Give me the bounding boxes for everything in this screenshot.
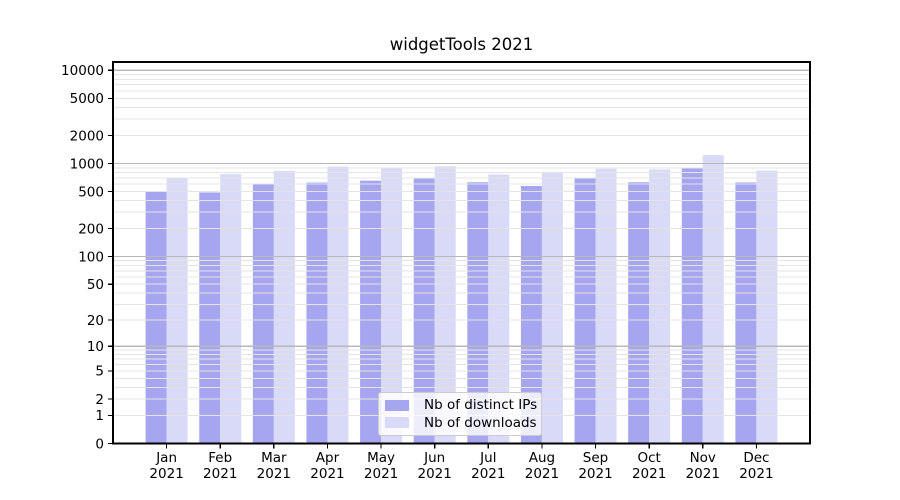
y-tick-label-200: 200 [78, 221, 104, 237]
bar-nov-distinct-ips [681, 167, 703, 444]
legend-label-downloads: Nb of downloads [424, 414, 537, 431]
bar-mar-downloads [273, 170, 295, 444]
x-tick-label-jul: Jul 2021 [471, 450, 505, 482]
y-tick-label-1000: 1000 [70, 156, 104, 172]
x-tick-label-nov: Nov 2021 [686, 450, 720, 482]
x-tick-label-dec: Dec 2021 [739, 450, 773, 482]
y-tick-label-2: 2 [95, 392, 104, 408]
bar-mar-distinct-ips [252, 184, 274, 444]
legend: Nb of distinct IPs Nb of downloads [378, 392, 542, 436]
y-tick-label-10: 10 [87, 339, 104, 355]
bar-oct-downloads [649, 169, 671, 444]
bar-jan-downloads [166, 177, 188, 444]
bar-aug-distinct-ips [520, 185, 542, 444]
bar-sep-distinct-ips [574, 178, 596, 444]
y-tick-label-10000: 10000 [61, 63, 104, 79]
legend-label-distinct-ips: Nb of distinct IPs [424, 397, 538, 414]
y-tick-label-5: 5 [95, 364, 104, 380]
bar-may-downloads [381, 168, 403, 444]
bar-feb-downloads [220, 174, 242, 444]
y-tick-label-0: 0 [95, 436, 104, 452]
axes-layer: 0 12 5 10 20 50 100 200 500 1000 2000 5000 10000 Jan 2… [61, 61, 811, 482]
bar-apr-distinct-ips [306, 182, 328, 444]
legend-entry-downloads: Nb of downloads [385, 415, 537, 431]
y-tick-label-1: 1 [95, 408, 104, 424]
bar-jun-distinct-ips [413, 178, 435, 444]
x-tick-label-apr: Apr 2021 [310, 450, 344, 482]
bar-oct-distinct-ips [628, 182, 650, 444]
bar-apr-downloads [327, 166, 349, 444]
y-tick-label-100: 100 [78, 249, 104, 265]
bar-jan-distinct-ips [145, 191, 167, 444]
x-tick-label-feb: Feb 2021 [203, 450, 237, 482]
y-tick-label-50: 50 [87, 277, 104, 293]
legend-swatch-distinct-ips [385, 399, 409, 411]
x-tick-label-oct: Oct 2021 [632, 450, 666, 482]
legend-entry-distinct-ips: Nb of distinct IPs [385, 397, 537, 413]
bar-dec-downloads [756, 170, 778, 444]
bar-jun-downloads [434, 166, 456, 444]
chart-title: widgetTools 2021 [389, 35, 534, 54]
y-tick-label-500: 500 [78, 184, 104, 200]
x-tick-label-mar: Mar 2021 [257, 450, 291, 482]
grid-layer [113, 69, 810, 416]
bar-aug-downloads [541, 173, 563, 444]
x-tick-label-may: May 2021 [364, 450, 398, 482]
bar-feb-distinct-ips [199, 192, 221, 444]
bar-jul-downloads [488, 174, 510, 444]
x-tick-label-jun: Jun 2021 [418, 450, 452, 482]
legend-swatch-downloads [385, 417, 409, 429]
y-tick-label-2000: 2000 [70, 128, 104, 144]
bar-sep-downloads [595, 168, 617, 444]
x-tick-label-aug: Aug 2021 [525, 450, 559, 482]
bar-dec-distinct-ips [735, 182, 757, 444]
y-tick-label-20: 20 [87, 313, 104, 329]
plot-border [112, 61, 811, 445]
x-tick-label-jan: Jan 2021 [149, 450, 183, 482]
x-tick-label-sep: Sep 2021 [578, 450, 612, 482]
y-tick-label-5000: 5000 [70, 91, 104, 107]
bar-nov-downloads [702, 155, 724, 444]
